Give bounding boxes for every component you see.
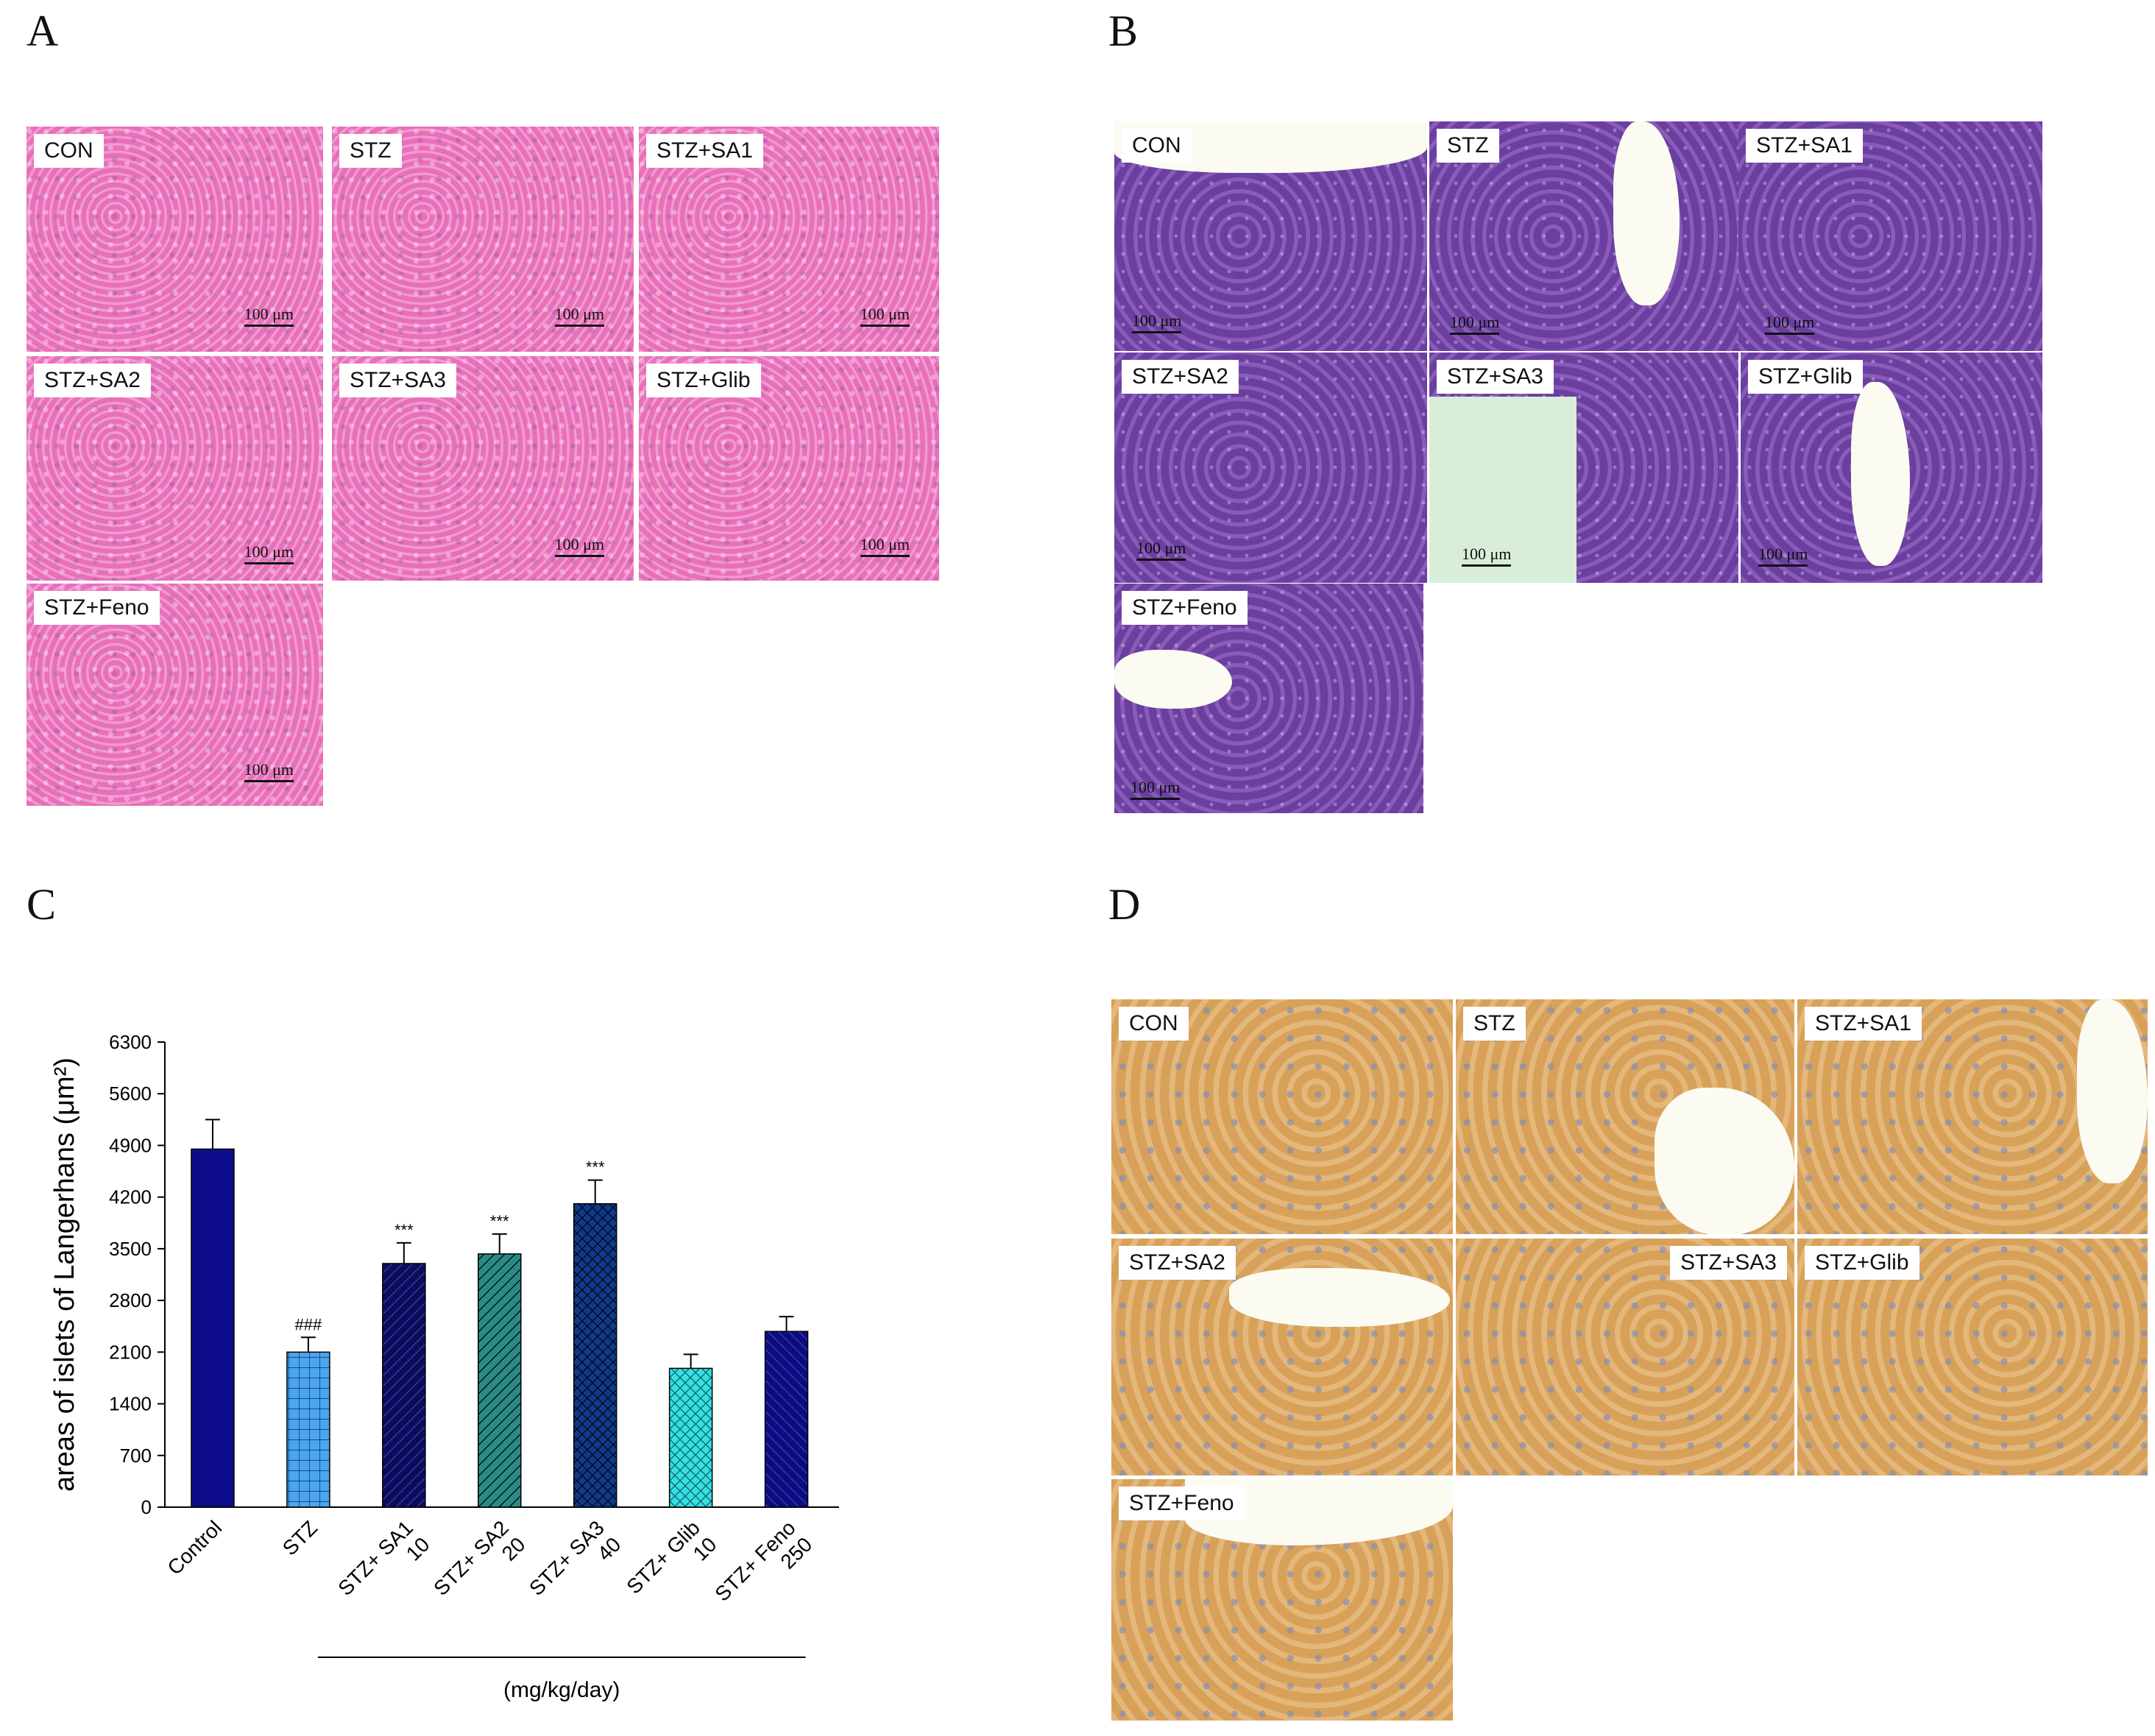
bar	[478, 1253, 522, 1508]
micrograph-b-feno: STZ+Feno 100 μm	[1114, 584, 1423, 813]
micrograph-b-sa3: STZ+SA3 100 μm	[1429, 352, 1738, 583]
micrograph-b-sa1: STZ+SA1 100 μm	[1738, 121, 2042, 351]
islet-area-chart: 0 700 1400 2100 2800 3500 4200 4900 5600 6300 area…	[49, 1031, 839, 1702]
y-tick-label: 3500	[109, 1238, 152, 1260]
y-tick-label: 5600	[109, 1083, 152, 1105]
micrograph-d-sa2: STZ+SA2	[1111, 1239, 1453, 1475]
tile-label: STZ+Glib	[646, 364, 761, 397]
x-tick-label: STZ+ Glib10	[622, 1516, 721, 1615]
micrograph-b-stz: STZ 100 μm	[1429, 121, 1738, 351]
tile-label: STZ+SA3	[339, 364, 456, 397]
tile-label: STZ	[339, 134, 402, 168]
significance-label: ***	[394, 1221, 414, 1239]
y-axis-label: areas of islets of Langerhans (μm²)	[49, 1057, 80, 1492]
micrograph-b-con: CON 100 μm	[1114, 121, 1427, 351]
tile-label: STZ+SA3	[1437, 360, 1554, 394]
y-tick-label: 2800	[109, 1289, 152, 1311]
bar	[764, 1331, 809, 1508]
x-tick-label: STZ+ SA220	[429, 1516, 529, 1616]
y-tick-label: 700	[120, 1445, 152, 1467]
tile-label: STZ+SA1	[1805, 1007, 1922, 1041]
scale-bar: 100 μm	[1765, 313, 1815, 335]
micrograph-a-feno: STZ+Feno 100 μm	[26, 584, 323, 806]
tile-label: STZ+Feno	[1122, 591, 1248, 625]
significance-label: ***	[586, 1158, 605, 1177]
bar	[191, 1148, 235, 1508]
micrograph-a-con: CON 100 μm	[26, 127, 323, 352]
micrograph-b-sa2: STZ+SA2 100 μm	[1114, 352, 1427, 583]
y-tick-label: 2100	[109, 1341, 152, 1363]
tile-label: STZ+SA2	[34, 364, 151, 397]
micrograph-a-sa3: STZ+SA3 100 μm	[332, 356, 634, 581]
scale-bar: 100 μm	[1450, 313, 1500, 335]
tile-label: STZ+Glib	[1805, 1246, 1919, 1280]
y-tick-label: 6300	[109, 1031, 152, 1053]
y-tick-label: 1400	[109, 1393, 152, 1415]
x-tick-label: Control	[163, 1516, 226, 1579]
bar	[668, 1367, 713, 1508]
significance-label: ***	[490, 1212, 509, 1230]
x-axis-label: (mg/kg/day)	[503, 1678, 620, 1702]
scale-bar: 100 μm	[860, 535, 910, 557]
x-tick-label: STZ	[278, 1516, 322, 1559]
scale-bar: 100 μm	[860, 305, 910, 327]
tile-label: STZ+Glib	[1748, 360, 1863, 394]
scale-bar: 100 μm	[1758, 545, 1808, 567]
scale-bar: 100 μm	[1130, 778, 1181, 800]
x-tick-label: STZ+ SA110	[333, 1516, 434, 1616]
tile-label: CON	[34, 134, 104, 168]
panel-d-letter: D	[1108, 880, 1141, 929]
tile-label: STZ+SA3	[1670, 1246, 1787, 1280]
x-tick-label: STZ+ Feno250	[710, 1516, 816, 1622]
micrograph-d-stz: STZ	[1456, 999, 1794, 1234]
tile-label: STZ+SA2	[1122, 360, 1239, 394]
scale-bar: 100 μm	[244, 305, 294, 327]
y-tick-label: 0	[141, 1496, 152, 1518]
scale-bar: 100 μm	[244, 760, 294, 782]
scale-bar: 100 μm	[1136, 539, 1186, 561]
panel-c-letter: C	[26, 880, 57, 929]
bar	[286, 1351, 330, 1508]
scale-bar: 100 μm	[554, 535, 605, 557]
micrograph-d-sa3: STZ+SA3	[1456, 1239, 1794, 1475]
significance-label: ###	[295, 1315, 322, 1333]
tile-label: STZ+SA2	[1119, 1246, 1236, 1280]
scale-bar: 100 μm	[554, 305, 605, 327]
micrograph-d-con: CON	[1111, 999, 1453, 1234]
micrograph-d-sa1: STZ+SA1	[1797, 999, 2148, 1234]
micrograph-a-stz: STZ 100 μm	[332, 127, 634, 352]
micrograph-a-sa1: STZ+SA1 100 μm	[639, 127, 939, 352]
micrograph-a-sa2: STZ+SA2 100 μm	[26, 356, 323, 581]
scale-bar: 100 μm	[244, 542, 294, 564]
tile-label: STZ	[1437, 129, 1499, 163]
tile-label: STZ	[1463, 1007, 1526, 1041]
tile-label: CON	[1119, 1007, 1189, 1041]
y-tick-label: 4900	[109, 1134, 152, 1156]
micrograph-d-feno: STZ+Feno	[1111, 1479, 1453, 1721]
panel-a-letter: A	[26, 7, 59, 55]
panel-b-letter: B	[1108, 7, 1139, 55]
tile-label: STZ+Feno	[34, 591, 160, 625]
micrograph-b-glib: STZ+Glib 100 μm	[1741, 352, 2042, 583]
tile-label: STZ+Feno	[1119, 1487, 1245, 1520]
x-tick-label: STZ+ SA340	[525, 1516, 625, 1616]
bar	[573, 1202, 618, 1508]
tile-label: CON	[1122, 129, 1192, 163]
scale-bar: 100 μm	[1462, 545, 1512, 567]
micrograph-d-glib: STZ+Glib	[1797, 1239, 2148, 1475]
tile-label: STZ+SA1	[1746, 129, 1863, 163]
tile-label: STZ+SA1	[646, 134, 763, 168]
y-tick-label: 4200	[109, 1186, 152, 1208]
micrograph-a-glib: STZ+Glib 100 μm	[639, 356, 939, 581]
scale-bar: 100 μm	[1132, 311, 1182, 333]
bar	[382, 1263, 426, 1508]
